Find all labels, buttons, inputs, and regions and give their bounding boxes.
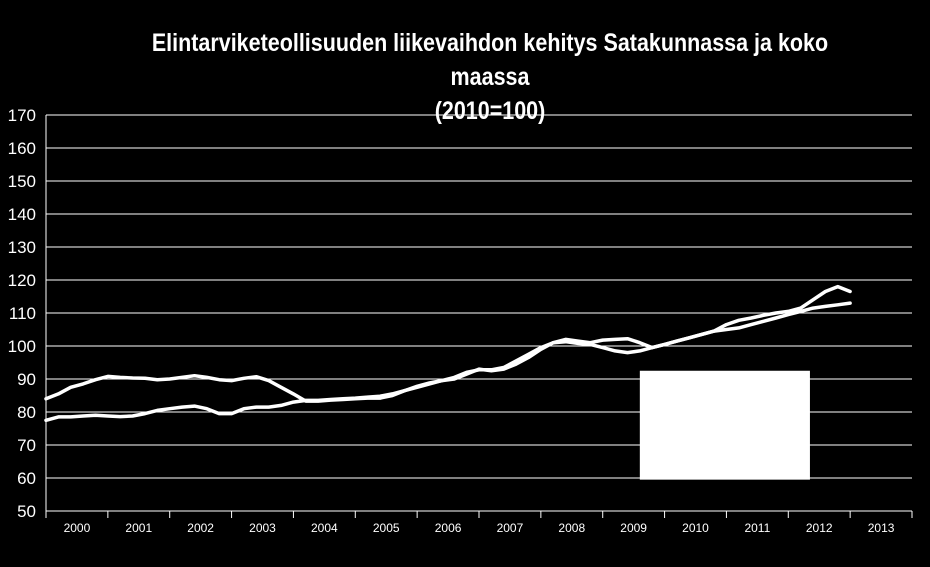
chart-subtitle: (2010=100) <box>434 97 546 125</box>
x-axis-labels: 2000 2001 2002 2003 2004 2005 2006 2007 2008 2009… <box>64 521 895 535</box>
axes <box>45 115 912 512</box>
overlay-box-group <box>639 370 810 480</box>
y-tick-label: 140 <box>8 205 36 224</box>
x-tick-label: 2009 <box>620 521 647 535</box>
x-tick-label: 2007 <box>497 521 524 535</box>
data-series <box>44 284 852 423</box>
x-tick-label: 2010 <box>682 521 709 535</box>
x-tick-label: 2011 <box>744 521 770 535</box>
x-tick-label: 2012 <box>806 521 833 535</box>
x-tick-label: 2008 <box>558 521 585 535</box>
chart-title: Elintarviketeollisuuden liikevaihdon keh… <box>112 26 869 128</box>
y-tick-label: 160 <box>8 139 36 158</box>
x-tick-label: 2002 <box>187 521 214 535</box>
x-tick-label: 2013 <box>868 521 895 535</box>
series-line-2 <box>44 301 852 423</box>
x-tick-label: 2000 <box>64 521 91 535</box>
x-tick-label: 2005 <box>373 521 400 535</box>
y-tick-label: 80 <box>17 403 36 422</box>
y-tick-label: 50 <box>17 502 36 521</box>
y-tick-label: 100 <box>8 337 36 356</box>
y-tick-label: 90 <box>17 370 36 389</box>
y-tick-label: 170 <box>8 106 36 125</box>
y-axis-labels: 50 60 70 80 90 100 110 120 130 140 150 160 170 <box>8 106 36 521</box>
y-tick-label: 150 <box>8 172 36 191</box>
y-tick-label: 120 <box>8 271 36 290</box>
overlay-box <box>639 370 810 480</box>
x-tick-label: 2001 <box>125 521 152 535</box>
y-tick-label: 60 <box>17 469 36 488</box>
x-axis-ticks <box>45 511 913 518</box>
x-tick-label: 2003 <box>249 521 276 535</box>
y-tick-label: 130 <box>8 238 36 257</box>
x-tick-label: 2004 <box>311 521 338 535</box>
chart-title-line: Elintarviketeollisuuden liikevaihdon keh… <box>151 29 829 91</box>
y-tick-label: 70 <box>17 436 36 455</box>
x-tick-label: 2006 <box>435 521 462 535</box>
y-tick-label: 110 <box>9 304 36 323</box>
